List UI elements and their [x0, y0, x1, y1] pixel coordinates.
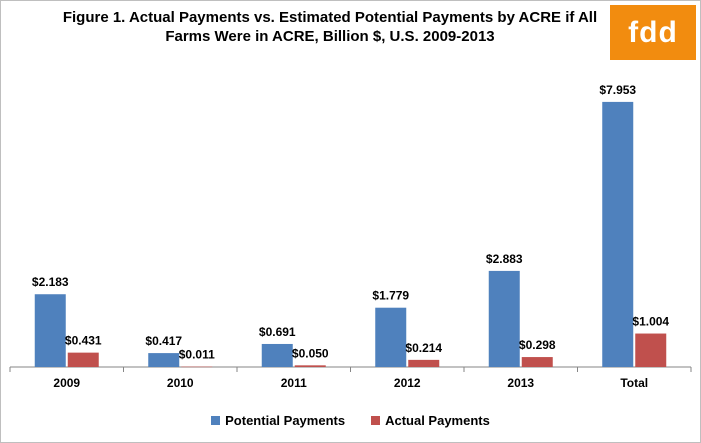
- legend-item-actual: Actual Payments: [371, 413, 490, 428]
- bar-actual-2010: [181, 366, 213, 368]
- legend-label-actual: Actual Payments: [385, 413, 490, 428]
- bar-potential-2013: [488, 270, 520, 367]
- data-label-actual-2010: $0.011: [179, 348, 215, 362]
- data-label-potential-total: $7.953: [599, 83, 636, 97]
- bar-actual-2013: [521, 357, 553, 367]
- data-label-actual-total: $1.004: [632, 315, 669, 329]
- bar-potential-2012: [375, 307, 407, 367]
- bar-potential-2010: [148, 353, 180, 367]
- x-tick-label-2012: 2012: [394, 376, 421, 390]
- data-label-potential-2012: $1.779: [372, 289, 409, 303]
- fdd-logo: fdd: [610, 5, 696, 60]
- data-label-actual-2013: $0.298: [519, 338, 556, 352]
- data-label-actual-2011: $0.050: [292, 346, 329, 360]
- bar-potential-total: [602, 101, 634, 368]
- x-tick-label-2011: 2011: [281, 376, 307, 390]
- bar-actual-total: [635, 333, 667, 367]
- x-tick-label-2009: 2009: [53, 376, 80, 390]
- bar-actual-2009: [67, 352, 99, 367]
- bar-actual-2011: [294, 365, 326, 367]
- data-label-potential-2011: $0.691: [259, 325, 296, 339]
- x-tick-label-2013: 2013: [507, 376, 534, 390]
- x-tick-label-total: Total: [620, 376, 648, 390]
- legend-label-potential: Potential Payments: [225, 413, 346, 428]
- legend-swatch-actual: [371, 416, 381, 425]
- chart-title: Figure 1. Actual Payments vs. Estimated …: [62, 9, 598, 45]
- data-label-potential-2010: $0.417: [145, 334, 182, 348]
- legend-swatch-potential: [211, 416, 221, 425]
- bar-potential-2011: [261, 343, 293, 367]
- data-label-potential-2013: $2.883: [486, 252, 523, 266]
- data-label-actual-2012: $0.214: [405, 341, 442, 355]
- bar-potential-2009: [34, 294, 66, 367]
- data-label-potential-2009: $2.183: [32, 275, 69, 289]
- x-tick-label-2010: 2010: [167, 376, 194, 390]
- chart-legend: Potential Payments Actual Payments: [0, 413, 701, 428]
- bar-actual-2012: [408, 359, 440, 367]
- legend-item-potential: Potential Payments: [211, 413, 345, 428]
- data-label-actual-2009: $0.431: [65, 334, 102, 348]
